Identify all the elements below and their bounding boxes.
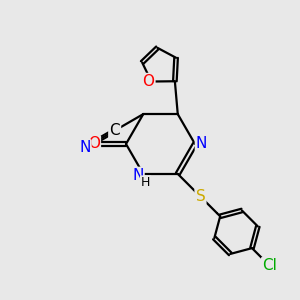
Text: Cl: Cl <box>262 258 277 273</box>
Text: O: O <box>88 136 100 152</box>
Text: H: H <box>141 176 150 189</box>
Text: N: N <box>196 136 207 152</box>
Text: C: C <box>110 123 120 138</box>
Text: N: N <box>79 140 91 155</box>
Text: O: O <box>142 74 154 89</box>
Text: N: N <box>132 168 143 183</box>
Text: S: S <box>196 189 205 204</box>
